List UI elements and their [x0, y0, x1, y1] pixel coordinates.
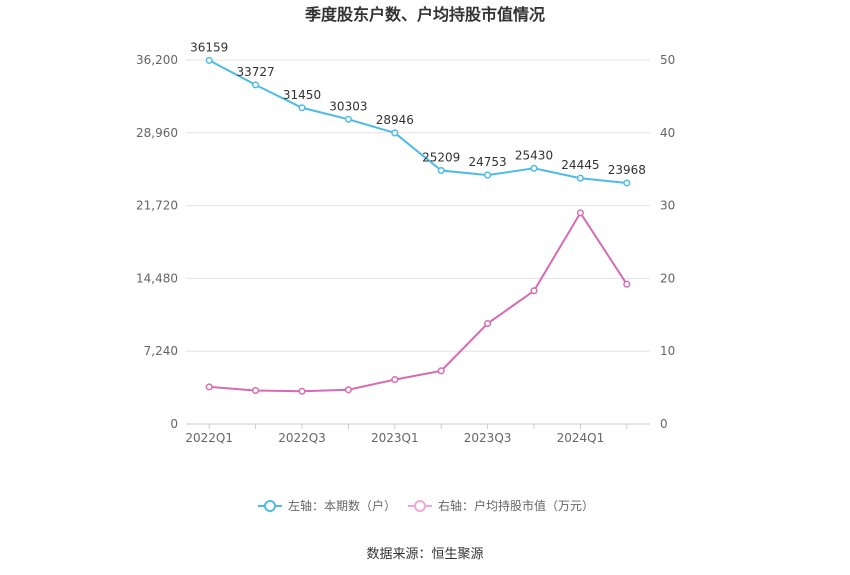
right-axis-tick-label: 50 — [660, 53, 675, 67]
data-point[interactable] — [298, 387, 306, 395]
legend-marker-market-value — [414, 500, 426, 512]
data-point[interactable] — [484, 319, 492, 328]
legend-marker-households — [264, 500, 276, 512]
data-point[interactable] — [437, 367, 445, 375]
x-axis-tick-label: 2022Q3 — [278, 431, 326, 445]
legend-label-households: 左轴：本期数（户） — [288, 498, 396, 513]
plot-area: 36159 33727 31450 30303 28946 25209 24753 25430… — [190, 40, 646, 395]
legend-item-households[interactable]: 左轴：本期数（户） — [258, 498, 396, 513]
right-axis-tick-label: 10 — [660, 344, 675, 358]
right-axis-tick-label: 0 — [660, 417, 668, 431]
data-point[interactable] — [298, 104, 306, 112]
x-axis-tick-label: 2023Q3 — [464, 431, 512, 445]
left-axis-tick-label: 7,240 — [144, 344, 178, 358]
legend[interactable]: 左轴：本期数（户） 右轴：户均持股市值（万元） — [258, 498, 594, 513]
left-axis-tick-label: 21,720 — [136, 199, 178, 213]
legend-item-market-value[interactable]: 右轴：户均持股市值（万元） — [408, 498, 594, 513]
series-line-1 — [209, 210, 628, 393]
data-point[interactable] — [252, 81, 260, 89]
x-axis: 2022Q1 2022Q3 2023Q1 2023Q3 2024Q1 — [185, 423, 650, 445]
chart-title: 季度股东户数、户均持股市值情况 — [304, 5, 545, 24]
series-line-0 — [208, 59, 627, 184]
data-label: 28946 — [376, 113, 414, 127]
right-axis-tick-label: 20 — [660, 271, 675, 285]
data-label: 24753 — [469, 155, 507, 169]
data-label: 31450 — [283, 88, 321, 102]
data-source: 数据来源：恒生聚源 — [366, 547, 483, 562]
data-point[interactable] — [391, 376, 399, 384]
x-axis-tick-label: 2024Q1 — [557, 431, 605, 445]
data-label: 25430 — [515, 148, 553, 162]
data-point[interactable] — [623, 280, 631, 288]
data-point[interactable] — [252, 386, 260, 395]
data-point[interactable] — [576, 174, 584, 182]
data-label: 24445 — [561, 158, 599, 172]
right-axis-tick-label: 30 — [660, 199, 675, 213]
left-axis-tick-label: 36,200 — [136, 53, 178, 67]
legend-label-market-value: 右轴：户均持股市值（万元） — [438, 498, 594, 513]
data-label: 25209 — [422, 151, 460, 165]
data-point[interactable] — [484, 171, 492, 179]
data-point[interactable] — [576, 209, 584, 217]
x-axis-tick-label: 2022Q1 — [185, 431, 233, 445]
data-point[interactable] — [530, 164, 538, 172]
data-point[interactable] — [623, 179, 631, 187]
data-point[interactable] — [391, 129, 399, 137]
data-point[interactable] — [344, 386, 352, 394]
data-point[interactable] — [530, 287, 538, 295]
left-axis-tick-label: 0 — [170, 417, 178, 431]
x-axis-tick-label: 2023Q1 — [371, 431, 419, 445]
data-point[interactable] — [205, 383, 213, 391]
data-label: 36159 — [190, 40, 228, 54]
right-axis-tick-label: 40 — [660, 126, 675, 140]
data-label: 23968 — [608, 163, 646, 177]
data-point[interactable] — [344, 115, 352, 123]
grid-lines — [186, 59, 650, 352]
left-y-axis: 0 7,240 14,480 21,720 28,960 36,200 — [136, 53, 178, 431]
data-label: 33727 — [237, 65, 275, 79]
data-point[interactable] — [205, 56, 213, 64]
left-axis-tick-label: 14,480 — [136, 271, 178, 285]
right-y-axis: 0 10 20 30 40 50 — [660, 53, 675, 431]
data-point[interactable] — [437, 166, 445, 175]
left-axis-tick-label: 28,960 — [136, 126, 178, 140]
data-label: 30303 — [329, 99, 367, 113]
